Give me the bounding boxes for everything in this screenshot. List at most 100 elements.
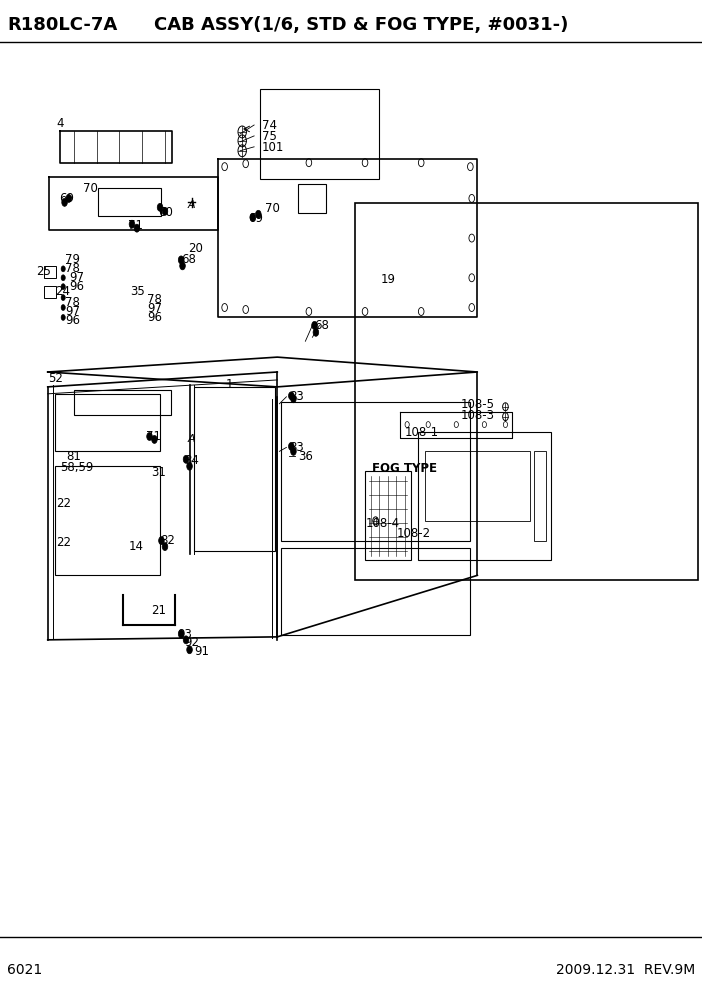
Text: 71: 71	[146, 430, 161, 443]
Bar	[44, 266, 56, 278]
Circle shape	[159, 537, 164, 545]
Circle shape	[61, 314, 65, 320]
Circle shape	[178, 256, 184, 264]
Bar	[74, 390, 171, 415]
Bar	[55, 394, 160, 451]
Circle shape	[256, 210, 261, 218]
Text: 4: 4	[56, 116, 64, 130]
Bar	[281, 548, 470, 635]
Text: 71: 71	[128, 218, 143, 232]
Circle shape	[66, 194, 72, 202]
Bar	[298, 184, 326, 213]
Text: 31: 31	[151, 465, 166, 479]
Text: 91: 91	[194, 645, 209, 659]
Bar	[281, 402, 470, 541]
Circle shape	[289, 392, 294, 400]
Text: 70: 70	[265, 201, 280, 215]
Text: R180LC-7A: R180LC-7A	[7, 16, 117, 34]
Circle shape	[129, 220, 135, 228]
Text: 1: 1	[226, 378, 234, 392]
Bar	[365, 471, 411, 560]
Text: 97: 97	[69, 271, 84, 285]
Text: 96: 96	[65, 313, 80, 327]
Text: 82: 82	[160, 534, 175, 548]
Circle shape	[291, 447, 296, 455]
Text: 14: 14	[128, 540, 143, 554]
Bar	[260, 89, 379, 179]
Bar	[55, 466, 160, 575]
Circle shape	[289, 442, 294, 450]
Circle shape	[180, 262, 185, 270]
Text: 78: 78	[65, 296, 80, 310]
Text: 79: 79	[65, 253, 80, 267]
Text: 68: 68	[181, 253, 196, 267]
Text: 52: 52	[48, 372, 62, 386]
Bar	[98, 188, 161, 216]
Circle shape	[152, 435, 157, 443]
Text: 108-2: 108-2	[397, 527, 431, 541]
Text: 108-4: 108-4	[366, 517, 400, 531]
Bar	[425, 451, 530, 521]
Text: 84: 84	[184, 453, 199, 467]
Text: 97: 97	[65, 305, 80, 318]
Text: 69: 69	[59, 191, 74, 205]
Bar	[355, 203, 698, 580]
Circle shape	[162, 207, 168, 215]
Text: A: A	[187, 200, 194, 210]
Circle shape	[61, 284, 65, 290]
Text: 58,59: 58,59	[60, 460, 93, 474]
Text: 97: 97	[147, 302, 162, 315]
Text: 96: 96	[147, 310, 162, 324]
Text: A: A	[187, 434, 194, 444]
Text: 108-5: 108-5	[461, 398, 494, 412]
Circle shape	[147, 433, 152, 440]
Circle shape	[61, 275, 65, 281]
Circle shape	[183, 455, 189, 463]
Circle shape	[61, 266, 65, 272]
Bar	[44, 286, 56, 298]
Text: 2009.12.31  REV.9M: 2009.12.31 REV.9M	[556, 963, 695, 977]
Text: 92: 92	[185, 636, 199, 650]
Circle shape	[187, 646, 192, 654]
Circle shape	[312, 321, 317, 329]
Text: 108-3: 108-3	[461, 409, 494, 423]
Circle shape	[162, 543, 168, 551]
Text: 78: 78	[147, 293, 162, 307]
Text: 108-1: 108-1	[404, 426, 439, 439]
Text: 6021: 6021	[7, 963, 42, 977]
Text: 35: 35	[130, 285, 145, 299]
Text: 81: 81	[67, 449, 81, 463]
Text: 74: 74	[262, 119, 277, 133]
Text: 25: 25	[37, 265, 51, 279]
Circle shape	[61, 305, 65, 310]
Text: 83: 83	[289, 440, 304, 454]
Circle shape	[291, 395, 296, 403]
Text: 75: 75	[262, 130, 277, 144]
Text: 78: 78	[65, 262, 80, 276]
Text: 68: 68	[314, 318, 329, 332]
Text: 24: 24	[55, 285, 69, 299]
Bar	[418, 432, 551, 560]
Circle shape	[62, 198, 67, 206]
Circle shape	[178, 630, 184, 638]
Text: CAB ASSY(1/6, STD & FOG TYPE, #0031-): CAB ASSY(1/6, STD & FOG TYPE, #0031-)	[154, 16, 569, 34]
Text: FOG TYPE: FOG TYPE	[372, 461, 437, 475]
Circle shape	[61, 295, 65, 301]
Circle shape	[134, 224, 140, 232]
Text: 60: 60	[158, 205, 173, 219]
Text: 22: 22	[56, 536, 71, 550]
Text: 83: 83	[289, 390, 304, 404]
Text: 36: 36	[298, 449, 313, 463]
Bar	[534, 451, 546, 541]
Text: 22: 22	[56, 497, 71, 511]
Text: 93: 93	[178, 628, 192, 642]
Circle shape	[313, 328, 319, 336]
Text: 96: 96	[69, 280, 84, 294]
Bar	[194, 387, 275, 551]
Text: 69: 69	[248, 211, 263, 225]
Text: 101: 101	[262, 141, 284, 155]
Circle shape	[187, 462, 192, 470]
Text: 20: 20	[188, 241, 203, 255]
Text: 70: 70	[83, 182, 98, 195]
Text: 19: 19	[380, 273, 395, 287]
